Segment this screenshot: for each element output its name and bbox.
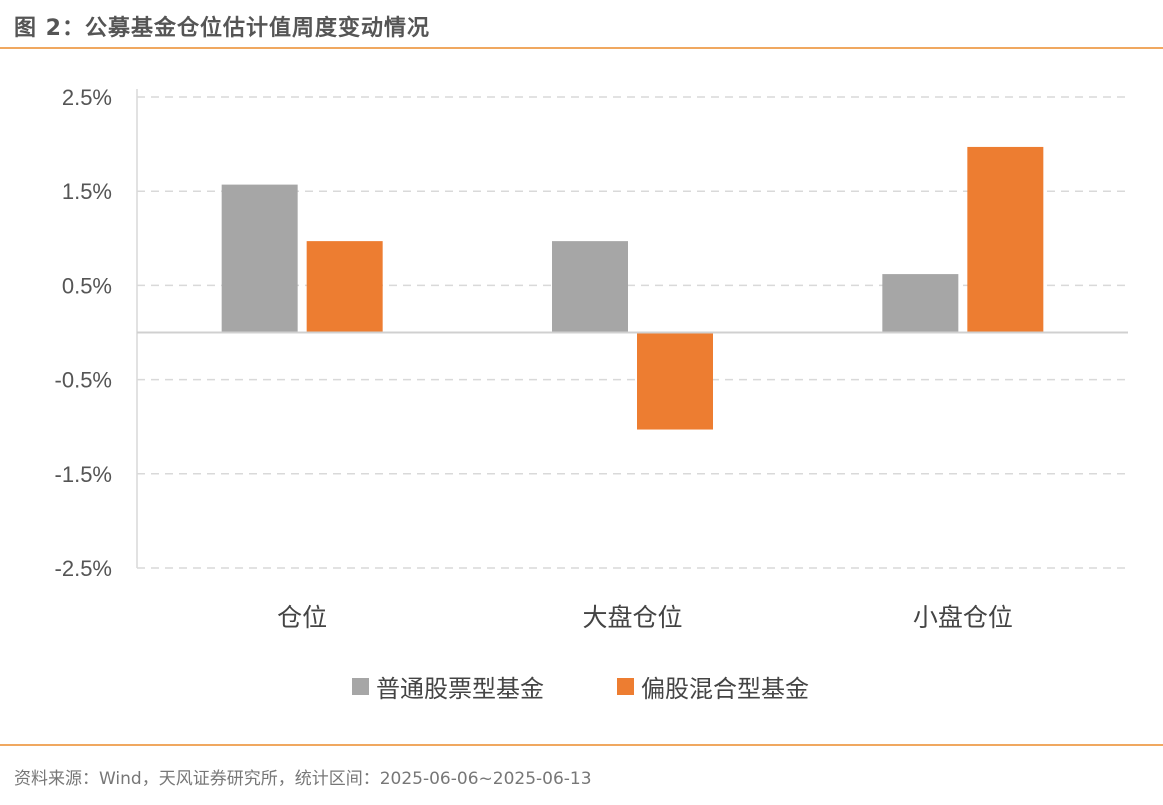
y-tick-label: 0.5%	[62, 273, 112, 298]
y-tick-label: -1.5%	[55, 462, 112, 487]
x-category-label: 小盘仓位	[913, 603, 1013, 632]
y-tick-label: -2.5%	[55, 556, 112, 581]
bar-stock-fund	[882, 274, 959, 333]
x-category-label: 大盘仓位	[582, 603, 682, 632]
title-divider	[0, 47, 1163, 49]
legend-label: 普通股票型基金	[376, 675, 544, 703]
y-tick-label: -0.5%	[55, 368, 112, 393]
bar-stock-fund	[221, 184, 298, 333]
y-tick-label: 2.5%	[62, 85, 112, 110]
x-category-label: 仓位	[277, 603, 327, 632]
bar-hybrid-fund	[967, 146, 1044, 333]
bar-hybrid-fund	[637, 332, 713, 430]
footer-divider	[0, 744, 1163, 746]
bar-hybrid-fund	[306, 241, 383, 333]
legend-swatch	[617, 678, 634, 695]
bar-stock-fund	[552, 241, 628, 333]
figure-title: 图 2：公募基金仓位估计值周度变动情况	[14, 16, 430, 41]
y-tick-label: 1.5%	[62, 179, 112, 204]
source-note: 资料来源：Wind，天风证券研究所，统计区间：2025-06-06~2025-0…	[14, 769, 592, 789]
legend-label: 偏股混合型基金	[641, 675, 809, 703]
legend-swatch	[352, 678, 369, 695]
